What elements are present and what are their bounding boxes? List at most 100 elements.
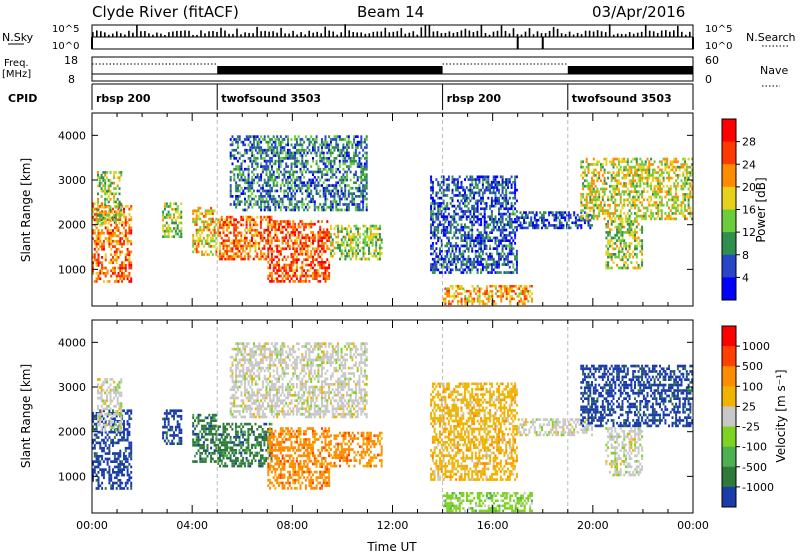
- echo-cell: [124, 229, 127, 232]
- echo-cell: [358, 257, 361, 261]
- echo-cell: [278, 157, 280, 160]
- echo-cell: [515, 271, 518, 274]
- echo-cell: [583, 206, 586, 210]
- echo-cell: [251, 146, 254, 149]
- echo-cell: [469, 183, 472, 187]
- echo-cell: [529, 295, 532, 298]
- nsky-bar: [564, 34, 567, 37]
- echo-cell: [616, 209, 619, 212]
- echo-cell: [365, 167, 368, 171]
- echo-cell: [290, 263, 293, 267]
- echo-cell: [635, 174, 638, 177]
- echo-cell: [449, 268, 452, 272]
- echo-cell: [252, 228, 255, 232]
- echo-cell: [294, 208, 297, 212]
- echo-cell: [299, 143, 302, 147]
- echo-cell: [210, 206, 213, 210]
- echo-cell: [242, 143, 245, 147]
- echo-cell: [471, 297, 474, 301]
- echo-cell: [642, 165, 645, 169]
- echo-cell: [485, 180, 488, 184]
- echo-cell: [492, 218, 495, 221]
- echo-cell: [229, 157, 232, 160]
- echo-cell: [569, 213, 572, 217]
- echo-cell: [460, 252, 463, 256]
- echo-cell: [337, 241, 340, 244]
- echo-cell: [353, 157, 356, 160]
- echo-cell: [211, 253, 214, 256]
- echo-cell: [520, 285, 523, 288]
- echo-cell: [106, 269, 109, 273]
- echo-cell: [342, 252, 345, 255]
- echo-cell: [321, 205, 323, 209]
- echo-cell: [303, 184, 306, 187]
- echo-cell: [474, 191, 477, 195]
- echo-cell: [505, 239, 508, 242]
- echo-cell: [487, 186, 490, 189]
- echo-cell: [469, 234, 472, 237]
- echo-cell: [329, 208, 332, 212]
- nsky-bar: [452, 32, 455, 37]
- echo-cell: [340, 176, 343, 179]
- echo-cell: [655, 212, 658, 215]
- echo-cell: [380, 238, 383, 242]
- echo-cell: [496, 183, 499, 187]
- echo-cell: [317, 239, 320, 242]
- echo-cell: [585, 206, 588, 210]
- echo-cell: [301, 173, 304, 176]
- echo-cell: [596, 171, 599, 174]
- echo-cell: [505, 196, 508, 200]
- echo-cell: [119, 242, 122, 246]
- echo-cell: [349, 170, 352, 174]
- echo-cell: [487, 178, 490, 181]
- echo-cell: [642, 214, 645, 218]
- echo-cell: [261, 151, 264, 155]
- echo-cell: [269, 280, 272, 283]
- echo-cell: [93, 213, 96, 216]
- echo-cell: [93, 247, 96, 251]
- echo-cell: [260, 140, 263, 144]
- echo-cell: [499, 202, 502, 205]
- echo-cell: [272, 170, 275, 174]
- echo-cell: [274, 222, 277, 226]
- echo-cell: [490, 271, 493, 274]
- echo-cell: [304, 277, 307, 280]
- echo-cell: [520, 292, 523, 295]
- echo-cell: [313, 200, 316, 204]
- echo-cell: [548, 211, 551, 214]
- echo-cell: [365, 176, 368, 179]
- echo-cell: [555, 226, 558, 230]
- echo-cell: [249, 181, 252, 185]
- echo-cell: [258, 138, 261, 141]
- echo-cell: [104, 266, 107, 270]
- echo-cell: [637, 168, 640, 172]
- echo-cell: [235, 218, 237, 221]
- echo-cell: [313, 146, 316, 149]
- echo-cell: [363, 162, 366, 166]
- echo-cell: [163, 232, 166, 236]
- echo-cell: [253, 197, 255, 201]
- echo-cell: [299, 148, 302, 152]
- echo-cell: [247, 176, 250, 179]
- echo-cell: [304, 184, 307, 187]
- echo-cell: [356, 189, 359, 193]
- echo-cell: [304, 236, 307, 240]
- echo-cell: [222, 242, 225, 245]
- echo-cell: [294, 162, 297, 166]
- echo-cell: [473, 191, 475, 195]
- echo-cell: [251, 226, 253, 229]
- echo-cell: [357, 246, 360, 250]
- echo-cell: [347, 165, 350, 168]
- echo-cell: [530, 224, 533, 227]
- echo-cell: [233, 242, 236, 245]
- echo-cell: [628, 214, 631, 218]
- echo-cell: [267, 143, 270, 147]
- echo-cell: [331, 195, 334, 198]
- echo-cell: [283, 184, 286, 187]
- echo-cell: [358, 186, 361, 190]
- echo-cell: [354, 148, 357, 152]
- echo-cell: [303, 181, 306, 185]
- echo-cell: [208, 253, 211, 256]
- echo-cell: [315, 192, 318, 195]
- echo-cell: [236, 255, 239, 258]
